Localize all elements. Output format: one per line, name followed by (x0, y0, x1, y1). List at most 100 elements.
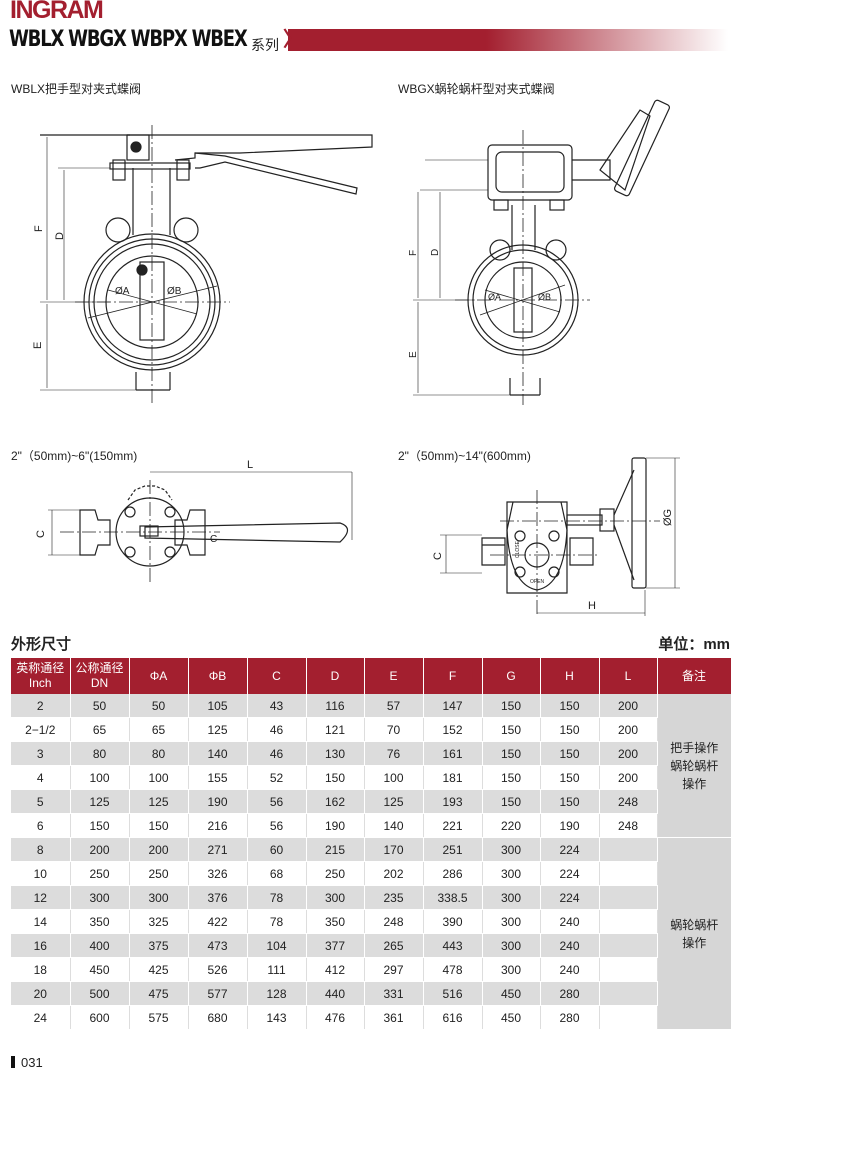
dim-label-c-gear: C (432, 552, 444, 560)
table-cell: 5 (11, 789, 71, 814)
table-cell: 361 (364, 1005, 424, 1030)
table-cell: 78 (247, 885, 307, 910)
table-cell: 376 (188, 885, 248, 910)
table-cell: 152 (423, 717, 483, 742)
table-cell: 14 (11, 909, 71, 934)
table-cell: 450 (482, 981, 541, 1006)
table-cell: 100 (70, 765, 130, 790)
table-cell: 46 (247, 717, 307, 742)
column-header-text: E (389, 668, 398, 683)
table-cell: 80 (129, 741, 189, 766)
table-cell: 250 (306, 861, 365, 886)
table-cell: 516 (423, 981, 483, 1006)
table-cell (599, 1005, 658, 1030)
table-cell: 143 (247, 1005, 307, 1030)
table-cell: 128 (247, 981, 307, 1006)
table-cell: 150 (482, 765, 541, 790)
table-cell: 271 (188, 837, 248, 862)
table-cell: 150 (482, 694, 541, 718)
table-cell: 80 (70, 741, 130, 766)
column-header: 英称通径 Inch (11, 658, 71, 694)
table-cell: 350 (70, 909, 130, 934)
table-cell: 224 (540, 861, 600, 886)
table-cell (599, 957, 658, 982)
table-cell: 100 (129, 765, 189, 790)
table-cell (599, 933, 658, 958)
remark-text: 操作 (682, 776, 707, 791)
remark-cell: 蜗轮蜗杆 操作 (657, 837, 731, 1030)
table-cell: 248 (599, 789, 658, 814)
table-cell: 190 (306, 813, 365, 838)
table-cell: 280 (540, 981, 600, 1006)
table-cell: 140 (364, 813, 424, 838)
table-cell: 181 (423, 765, 483, 790)
table-cell: 125 (129, 789, 189, 814)
table-cell: 280 (540, 1005, 600, 1030)
table-cell: 476 (306, 1005, 365, 1030)
table-cell: 297 (364, 957, 424, 982)
table-cell: 111 (247, 957, 307, 982)
table-cell: 150 (540, 694, 600, 718)
caption-wblx: WBLX把手型对夹式蝶阀 (11, 82, 142, 96)
column-header-text: ΦA (149, 668, 168, 683)
dim-label-c-inner: C (210, 534, 217, 545)
table-cell: 70 (364, 717, 424, 742)
page-number-text: 031 (21, 1055, 43, 1070)
table-cell: 68 (247, 861, 307, 886)
table-cell: 326 (188, 861, 248, 886)
column-header: ΦA (129, 658, 189, 694)
table-cell: 248 (364, 909, 424, 934)
column-header: 备注 (657, 658, 732, 694)
column-header-text: 备注 (681, 668, 706, 683)
column-header: G (482, 658, 541, 694)
column-header: L (599, 658, 658, 694)
table-row: 2−1/2 65 65 125 46 121 70 152 150 150 200 (11, 717, 731, 742)
table-cell: 16 (11, 933, 71, 958)
remark-cell: 把手操作 蜗轮蜗杆 操作 (657, 694, 731, 838)
table-cell: 116 (306, 694, 365, 718)
table-cell: 3 (11, 741, 71, 766)
table-row: 24 600 575 680 143 476 361 616 450 280 (11, 1005, 731, 1030)
table-cell: 473 (188, 933, 248, 958)
column-header: E (364, 658, 424, 694)
table-cell: 125 (364, 789, 424, 814)
table-cell: 221 (423, 813, 483, 838)
dim-label-a: ØA (115, 286, 130, 297)
table-cell: 2−1/2 (11, 717, 71, 742)
dim-label-f-gear: F (408, 250, 419, 256)
table-cell: 350 (306, 909, 365, 934)
remark-text: 蜗轮蜗杆 (670, 758, 719, 773)
table-cell: 220 (482, 813, 541, 838)
table-cell: 300 (482, 909, 541, 934)
column-header-text: F (448, 668, 457, 683)
table-cell: 235 (364, 885, 424, 910)
dim-label-b-gear: ØB (538, 292, 551, 302)
table-cell: 300 (70, 885, 130, 910)
table-cell: 450 (70, 957, 130, 982)
table-cell: 6 (11, 813, 71, 838)
table-cell: 190 (188, 789, 248, 814)
table-cell (599, 885, 658, 910)
table-cell: 2 (11, 694, 71, 718)
table-cell: 300 (306, 885, 365, 910)
table-cell: 150 (482, 789, 541, 814)
drawing-wblx-front: F D E ØA ØB (32, 125, 373, 405)
table-cell: 161 (423, 741, 483, 766)
table-cell: 224 (540, 837, 600, 862)
page-marker (11, 1056, 15, 1068)
table-cell: 338.5 (423, 885, 483, 910)
table-cell: 150 (540, 741, 600, 766)
table-cell: 60 (247, 837, 307, 862)
table-cell: 4 (11, 765, 71, 790)
table-cell: 325 (129, 909, 189, 934)
table-cell: 56 (247, 789, 307, 814)
column-header-text: D (330, 668, 340, 683)
column-header: ΦB (188, 658, 248, 694)
dim-label-d-gear: D (430, 249, 441, 256)
table-cell: 125 (188, 717, 248, 742)
column-header-text: C (272, 668, 281, 683)
column-header: 公称通径 DN (70, 658, 130, 694)
table-cell: 12 (11, 885, 71, 910)
caption-size-range-gear: 2"（50mm)~14"(600mm) (398, 449, 531, 463)
remark-text: 蜗轮蜗杆 (670, 917, 719, 932)
